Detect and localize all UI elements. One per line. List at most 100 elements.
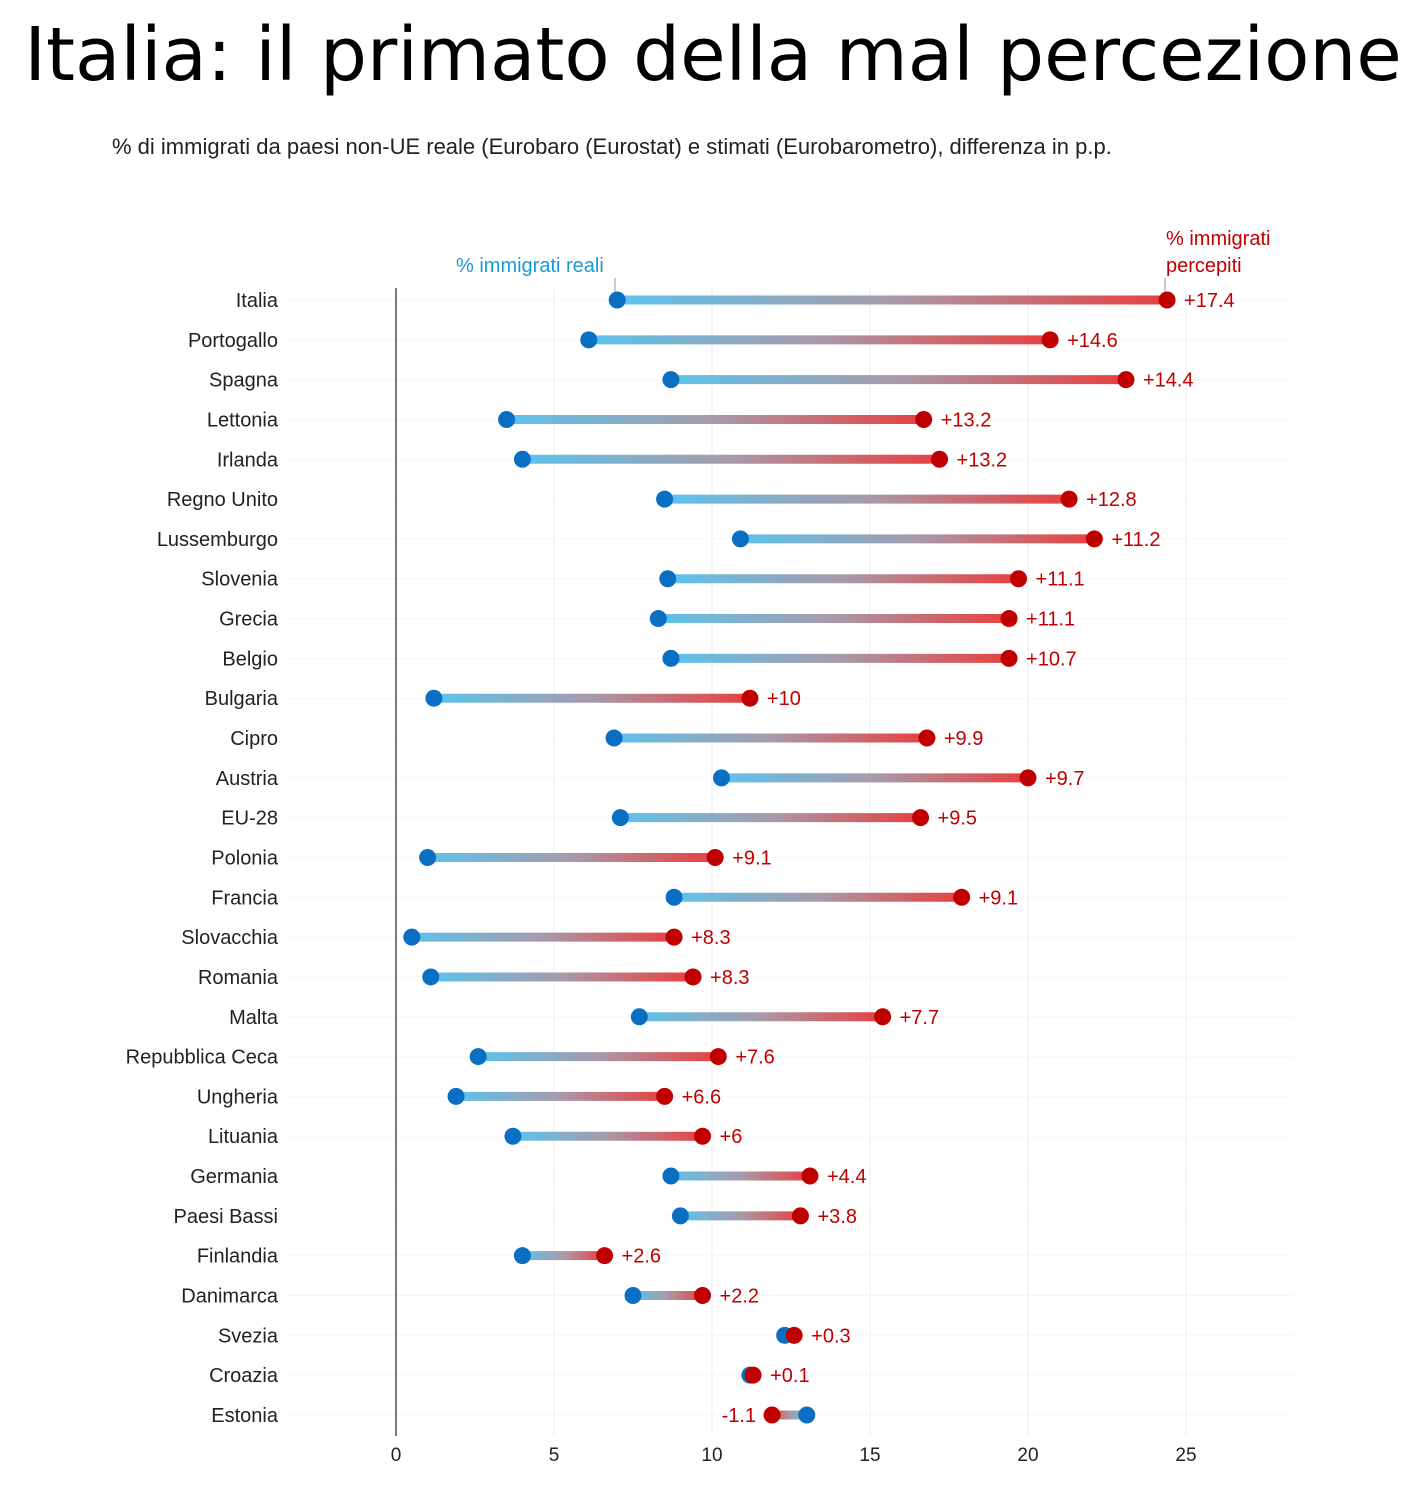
country-label: Paesi Bassi (174, 1206, 279, 1228)
perceived-dot (741, 689, 759, 707)
perceived-dot (874, 1008, 892, 1026)
perceived-dot (1158, 291, 1176, 309)
perceived-dot (953, 888, 971, 906)
perceived-dot (918, 729, 936, 747)
real-dot (798, 1406, 816, 1424)
difference-label: +0.3 (811, 1325, 850, 1347)
difference-label: +9.9 (944, 728, 983, 750)
difference-label: +0.1 (770, 1365, 809, 1387)
annotations: % immigrati reali % immigrati percepiti (456, 228, 1270, 292)
country-label: Grecia (219, 609, 279, 631)
difference-label: +7.7 (900, 1007, 939, 1029)
row-italia: Italia +17.4 (236, 290, 1235, 312)
real-dot (712, 769, 730, 787)
x-tick-label: 5 (549, 1445, 560, 1466)
country-label: Bulgaria (205, 688, 279, 710)
real-dot (513, 1247, 531, 1265)
country-label: Belgio (222, 648, 278, 670)
perceived-dot (694, 1287, 712, 1304)
country-label: Croazia (209, 1365, 279, 1387)
country-label: Estonia (211, 1405, 279, 1427)
real-dot (662, 649, 680, 667)
real-dot (419, 848, 437, 866)
difference-label: +6 (720, 1126, 743, 1148)
perceived-dot (744, 1366, 762, 1384)
real-dot (605, 729, 623, 747)
real-dot (649, 610, 667, 628)
country-label: Malta (229, 1007, 279, 1029)
country-label: Ungheria (197, 1086, 279, 1108)
row-irlanda: Irlanda +13.2 (217, 449, 1007, 471)
row-germania: Germania +4.4 (190, 1166, 866, 1188)
real-dot (425, 689, 443, 707)
difference-label: +10 (767, 688, 801, 710)
perceived-dot (931, 450, 949, 468)
perceived-dot (1000, 610, 1018, 628)
row-danimarca: Danimarca +2.2 (181, 1286, 759, 1308)
real-dot (608, 291, 626, 309)
country-label: Germania (190, 1166, 279, 1188)
real-dot (659, 570, 677, 588)
perceived-dot (801, 1167, 819, 1185)
country-label: Cipro (230, 728, 278, 750)
real-dot (580, 331, 598, 349)
perceived-dot (791, 1207, 809, 1225)
difference-label: +2.6 (622, 1246, 661, 1268)
row-malta: Malta +7.7 (229, 1007, 939, 1029)
real-dot (403, 928, 421, 946)
real-dot (662, 1167, 680, 1185)
difference-label: +11.1 (1026, 609, 1075, 631)
row-slovacchia: Slovacchia +8.3 (181, 927, 730, 949)
row-grecia: Grecia +11.1 (219, 609, 1075, 631)
perceived-dot (1117, 371, 1135, 389)
real-dot (422, 968, 440, 986)
country-label: Austria (216, 768, 279, 790)
perceived-dot (1041, 331, 1059, 349)
difference-label: +6.6 (682, 1086, 721, 1108)
difference-label: +7.6 (735, 1047, 774, 1069)
real-dot (731, 530, 749, 548)
row-belgio: Belgio +10.7 (222, 648, 1076, 670)
row-lussemburgo: Lussemburgo +11.2 (157, 529, 1161, 551)
country-label: Svezia (218, 1325, 279, 1347)
country-label: Francia (211, 887, 279, 909)
x-tick-label: 25 (1175, 1445, 1196, 1466)
row-polonia: Polonia +9.1 (211, 847, 771, 869)
perceived-dot (694, 1127, 712, 1145)
real-dot (611, 809, 629, 827)
country-label: Polonia (211, 847, 279, 869)
difference-label: +11.2 (1111, 529, 1160, 551)
difference-label: +14.6 (1067, 330, 1118, 352)
real-dot (671, 1207, 689, 1225)
x-tick-label: 0 (391, 1445, 402, 1466)
page-subtitle: % di immigrati da paesi non-UE reale (Eu… (112, 134, 1112, 159)
row-portogallo: Portogallo +14.6 (188, 330, 1118, 352)
real-dot (665, 888, 683, 906)
perceived-dot (596, 1247, 614, 1265)
row-eu-28: EU-28 +9.5 (221, 808, 977, 830)
perceived-dot (1000, 649, 1018, 667)
country-label: Danimarca (181, 1286, 279, 1308)
country-label: Slovacchia (181, 927, 279, 949)
row-croazia: Croazia +0.1 (209, 1365, 809, 1387)
real-dot (630, 1008, 648, 1026)
country-label: Italia (236, 290, 279, 312)
perceived-dot (1019, 769, 1037, 787)
difference-label: +17.4 (1184, 290, 1235, 312)
real-dot (624, 1287, 642, 1304)
row-estonia: Estonia -1.1 (211, 1405, 816, 1427)
difference-label: +4.4 (827, 1166, 866, 1188)
difference-label: +9.7 (1045, 768, 1084, 790)
x-tick-label: 10 (701, 1445, 722, 1466)
row-finlandia: Finlandia +2.6 (197, 1246, 661, 1268)
country-label: Repubblica Ceca (126, 1047, 279, 1069)
perceived-dot (706, 848, 724, 866)
country-label: Lettonia (207, 409, 279, 431)
real-dot (513, 450, 531, 468)
real-dot (662, 371, 680, 389)
row-repubblica-ceca: Repubblica Ceca +7.6 (126, 1047, 775, 1069)
x-tick-label: 20 (1017, 1445, 1038, 1466)
perceived-dot (1060, 490, 1078, 508)
annotation-perceived-line2: percepiti (1166, 255, 1242, 277)
row-lituania: Lituania +6 (208, 1126, 742, 1148)
